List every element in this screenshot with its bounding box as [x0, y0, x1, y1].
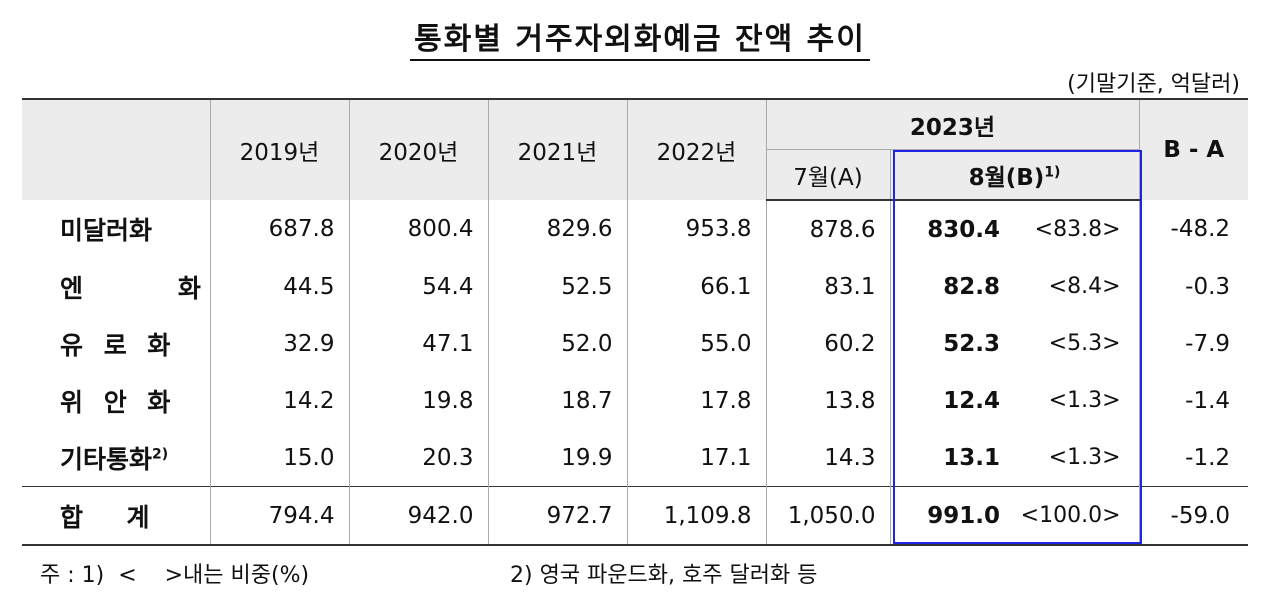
cell-2022: 55.0: [627, 315, 767, 372]
cell-2022: 17.1: [627, 429, 767, 487]
row-label-text: 미달러화: [60, 216, 153, 245]
total-diff: -59.0: [1139, 486, 1249, 546]
cell-aug: 52.3: [943, 330, 1000, 357]
cell-aug: 830.4: [927, 216, 1000, 243]
footnote-2: 2) 영국 파운드화, 호주 달러화 등: [510, 563, 818, 588]
table-row: 유 로 화 32.9 47.1 52.0 55.0 60.2 52.3 <5.3…: [22, 315, 1248, 372]
row-label-sup: 2): [152, 446, 169, 463]
total-2022: 1,109.8: [627, 486, 767, 546]
header-blank: [22, 98, 211, 200]
cell-2019: 44.5: [210, 258, 350, 315]
header-2020: 2020년: [349, 98, 489, 200]
header-diff: B - A: [1139, 98, 1249, 200]
cell-share: <5.3>: [1000, 315, 1140, 372]
cell-2022: 17.8: [627, 372, 767, 429]
cell-2021: 52.5: [488, 258, 628, 315]
row-label: 엔 화: [22, 258, 213, 315]
cell-aug: 82.8: [943, 273, 1000, 300]
row-label-text: 유 로 화: [60, 330, 177, 360]
cell-diff: -1.4: [1185, 387, 1231, 414]
header-jul: 7월(A): [766, 149, 891, 201]
cell-2019: 687.8: [210, 200, 350, 258]
row-label-text: 기타통화: [60, 444, 153, 474]
total-label: 합 계: [22, 486, 211, 546]
cell-jul: 13.8: [766, 372, 891, 429]
header-aug-sup: 1): [1044, 163, 1061, 180]
row-label-text: 엔 화: [60, 273, 213, 303]
header-2023: 2023년: [766, 98, 1140, 150]
cell-jul: 14.3: [766, 429, 891, 487]
header-aug-label: 8월(B): [968, 164, 1045, 191]
cell-2019: 32.9: [210, 315, 350, 372]
unit-note: (기말기준, 억달러): [1067, 72, 1240, 97]
header-2022: 2022년: [627, 98, 767, 200]
cell-diff: -48.2: [1170, 216, 1231, 242]
cell-2020: 20.3: [349, 429, 489, 487]
total-label-text: 합 계: [60, 502, 150, 532]
page-title: 통화별 거주자외화예금 잔액 추이: [0, 14, 1280, 61]
header-2021: 2021년: [488, 98, 628, 200]
cell-share: <1.3>: [1000, 372, 1140, 429]
cell-2021: 19.9: [488, 429, 628, 487]
cell-share: <83.8>: [1000, 200, 1140, 258]
title-text: 통화별 거주자외화예금 잔액 추이: [410, 22, 870, 61]
cell-2020: 47.1: [349, 315, 489, 372]
cell-diff: -1.2: [1185, 444, 1231, 471]
cell-diff: -0.3: [1185, 273, 1231, 300]
cell-2020: 800.4: [349, 200, 489, 258]
total-2019: 794.4: [210, 486, 350, 546]
cell-2022: 66.1: [627, 258, 767, 315]
cell-2020: 19.8: [349, 372, 489, 429]
header-row-1: 2019년 2020년 2021년 2022년 2023년 B - A: [22, 98, 1249, 200]
cell-aug: 13.1: [943, 444, 1000, 471]
total-2021: 972.7: [488, 486, 628, 546]
row-label: 기타통화2): [22, 429, 211, 487]
table-row: 위 안 화 14.2 19.8 18.7 17.8 13.8 12.4 <1.3…: [22, 372, 1248, 429]
footnote-1: 주 : 1) < >내는 비중(%): [40, 563, 310, 588]
cell-diff: -7.9: [1185, 330, 1231, 357]
cell-2021: 829.6: [488, 200, 628, 258]
cell-2021: 18.7: [488, 372, 628, 429]
header-row-2: 7월(A) 8월(B)1): [22, 149, 1248, 201]
cell-2019: 14.2: [210, 372, 350, 429]
cell-2019: 15.0: [210, 429, 350, 487]
cell-2022: 953.8: [627, 200, 767, 258]
table-row: 미달러화 687.8 800.4 829.6 953.8 878.6 830.4…: [22, 200, 1248, 258]
total-share: <100.0>: [1000, 486, 1140, 546]
row-label-text: 위 안 화: [60, 387, 177, 417]
total-aug: 991.0: [890, 486, 1000, 546]
total-row: 합 계 794.4 942.0 972.7 1,109.8 1,050.0 99…: [22, 486, 1249, 546]
cell-share: <8.4>: [1000, 258, 1140, 315]
row-label: 미달러화: [22, 200, 211, 258]
header-2019: 2019년: [210, 98, 350, 200]
table-row: 엔 화 44.5 54.4 52.5 66.1 83.1 82.8 <8.4> …: [22, 258, 1248, 315]
table-row: 기타통화2) 15.0 20.3 19.9 17.1 14.3 13.1 <1.…: [22, 429, 1248, 487]
cell-aug: 12.4: [943, 387, 1000, 414]
cell-2021: 52.0: [488, 315, 628, 372]
row-label: 유 로 화: [22, 315, 211, 372]
deposit-table: 2019년 2020년 2021년 2022년 2023년 B - A 7월(A…: [22, 98, 1249, 546]
cell-share: <1.3>: [1000, 429, 1140, 487]
total-jul: 1,050.0: [766, 486, 891, 546]
header-aug: 8월(B)1): [890, 149, 1140, 201]
cell-jul: 878.6: [766, 200, 891, 258]
total-2020: 942.0: [349, 486, 489, 546]
cell-jul: 83.1: [766, 258, 891, 315]
row-label: 위 안 화: [22, 372, 211, 429]
cell-2020: 54.4: [349, 258, 489, 315]
cell-jul: 60.2: [766, 315, 891, 372]
